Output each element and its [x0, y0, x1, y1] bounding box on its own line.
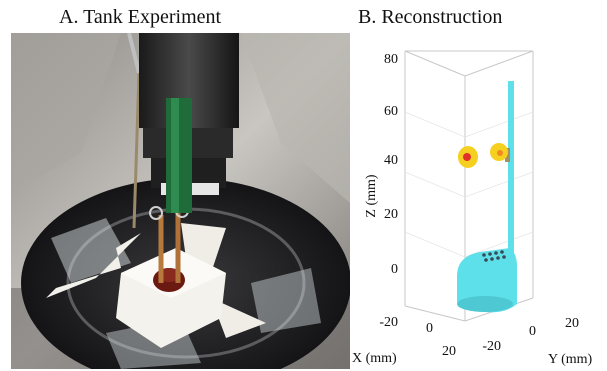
activity-blob-left: [458, 146, 478, 168]
z-tick-label: 80: [384, 52, 398, 67]
panel-a-title: A. Tank Experiment: [59, 6, 222, 28]
tank-experiment-photo: [11, 33, 350, 369]
z-axis-label: Z (mm): [364, 174, 379, 217]
white-fin: [211, 298, 266, 338]
z-tick-label: -20: [379, 315, 398, 330]
z-tick-label: 40: [384, 153, 398, 168]
needle-probe: [132, 72, 141, 229]
y-tick-label: 0: [529, 324, 536, 339]
housing-base: [457, 296, 513, 312]
green-stylus-highlight: [171, 98, 179, 213]
z-tick-label: 60: [384, 104, 398, 119]
z-tick-label: 20: [384, 207, 398, 222]
electrode-ring: [149, 206, 163, 220]
y-tick-label: 20: [565, 316, 579, 331]
x-tick-label: 0: [426, 321, 433, 336]
y-axis-label: Y (mm): [548, 352, 593, 367]
housing-contacts: [482, 250, 506, 262]
tank-wall-left: [11, 33, 121, 193]
electrode-shaft: [508, 81, 514, 266]
panel-b-title: B. Reconstruction: [358, 6, 503, 28]
housing-body: [457, 248, 517, 313]
activity-blob-right: [490, 143, 508, 161]
tank-wall-right: [241, 33, 350, 203]
y-tick-label: -20: [482, 339, 501, 354]
white-clip: [46, 233, 141, 298]
z-tick-label: 0: [391, 262, 398, 277]
x-axis-label: X (mm): [352, 351, 397, 366]
shaft-marker: [505, 148, 510, 162]
needle-holder: [127, 33, 141, 74]
reconstruction-plot: 80 60 40 20 0 -20 Z (mm) 0 20 X (mm) -20…: [352, 50, 593, 367]
x-tick-label: 20: [442, 344, 456, 359]
plastic-piece: [251, 268, 321, 333]
